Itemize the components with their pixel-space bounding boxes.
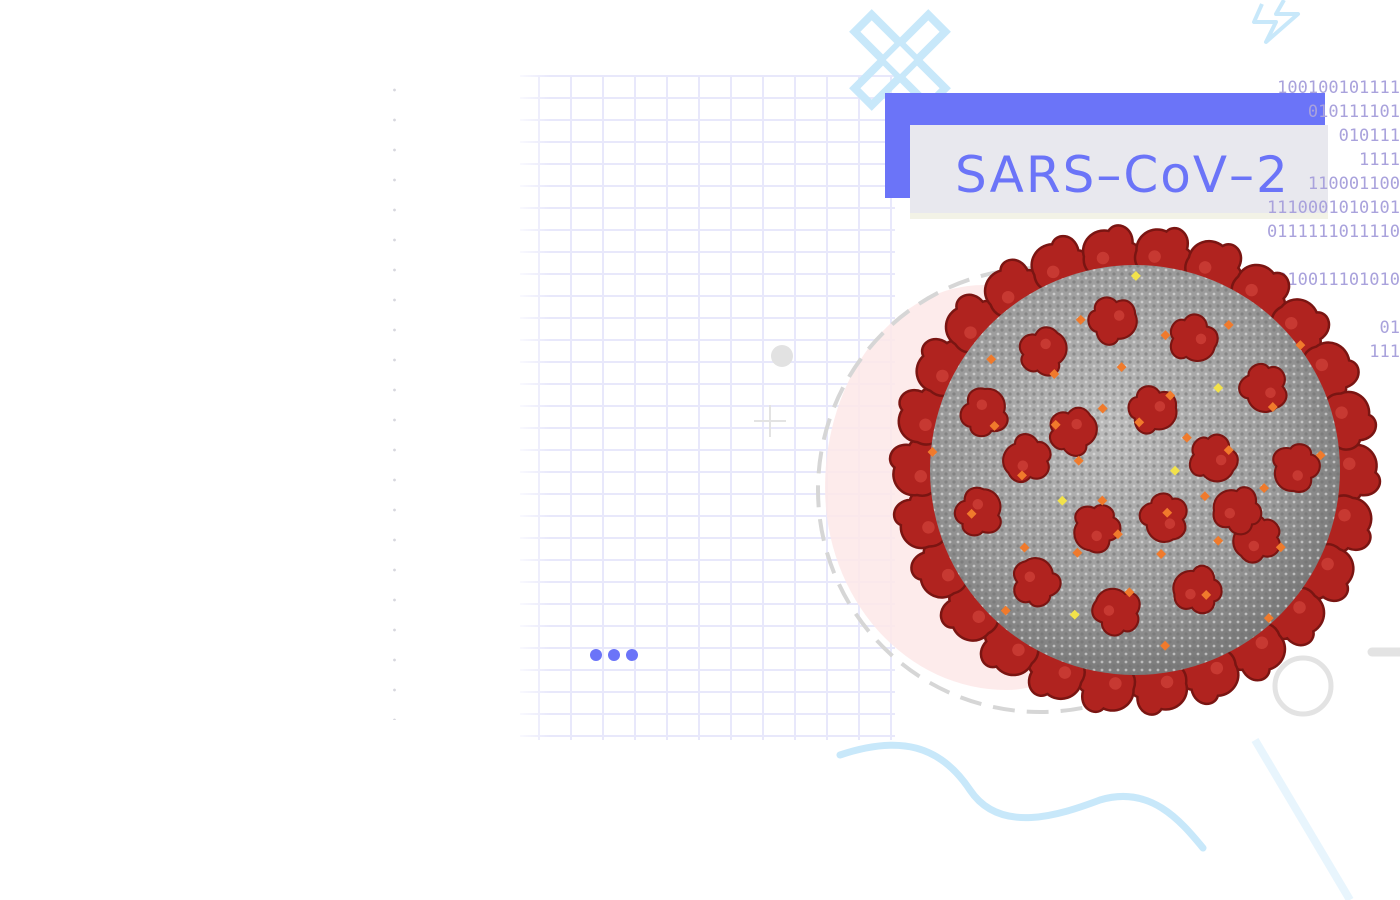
spike-protein — [1169, 313, 1219, 362]
spike-protein — [1238, 362, 1288, 413]
stud — [1097, 403, 1108, 414]
stud — [1213, 382, 1224, 393]
binary-line: 100100101111 — [1277, 78, 1400, 98]
stud — [1160, 640, 1171, 651]
grid-fade — [510, 70, 550, 750]
diagonal-line — [1251, 737, 1354, 900]
stud — [1124, 587, 1135, 598]
binary-line: 0111111011110 — [1266, 222, 1400, 242]
spike-protein — [1138, 492, 1188, 543]
wave-line — [836, 741, 1207, 852]
stud-group — [927, 270, 1326, 651]
stud — [1000, 605, 1011, 616]
gray-dot — [771, 345, 793, 367]
stud — [989, 420, 1000, 431]
binary-line: 1111 — [1266, 150, 1400, 170]
stud — [1112, 529, 1123, 540]
stud — [1267, 402, 1278, 412]
stud — [986, 354, 997, 365]
stud — [1315, 450, 1326, 461]
more-dots-icon — [590, 649, 638, 661]
stud — [1199, 491, 1210, 502]
spike-protein — [1188, 433, 1239, 483]
stud — [1019, 542, 1030, 553]
stud — [1097, 495, 1108, 506]
stud — [1116, 362, 1127, 373]
stud — [1049, 369, 1060, 379]
binary-line: 110001100 — [1266, 174, 1400, 194]
binary-line: 010111101 — [1266, 102, 1400, 122]
spike-protein — [953, 486, 1002, 537]
plus-icon — [754, 405, 786, 437]
grid-background — [520, 75, 895, 740]
stud — [1263, 613, 1274, 624]
stud — [927, 447, 938, 457]
stud — [1075, 314, 1086, 325]
stud — [1165, 390, 1176, 401]
binary-line: 010111 — [1266, 126, 1400, 146]
page-title: SARS–CoV–2 — [955, 146, 1290, 204]
spike-protein — [1091, 587, 1141, 637]
binary-line: 01 — [1277, 318, 1400, 338]
spike-protein — [1172, 564, 1223, 615]
stud — [1073, 455, 1084, 466]
spike-protein — [1272, 443, 1321, 493]
stud — [1160, 330, 1171, 341]
stud — [1069, 609, 1080, 620]
dot — [626, 649, 638, 661]
spike-protein — [1018, 326, 1068, 377]
stud — [1223, 445, 1234, 456]
binary-line: 1110001010101 — [1266, 198, 1400, 218]
ring-shape — [1272, 655, 1334, 717]
stud — [1295, 340, 1306, 351]
dot — [590, 649, 602, 661]
spike-protein — [1002, 433, 1052, 484]
spike-protein — [1212, 486, 1263, 536]
binary-line: 0010011101010 — [1266, 270, 1400, 290]
spike-protein — [1048, 406, 1098, 457]
stud — [1259, 483, 1270, 494]
dotted-guide — [393, 75, 396, 720]
stud — [1134, 417, 1145, 428]
stud — [1050, 419, 1061, 430]
dot — [608, 649, 620, 661]
stud — [1181, 432, 1192, 443]
stud — [1213, 535, 1224, 546]
stud — [1170, 465, 1180, 476]
stud — [1201, 589, 1212, 600]
stud — [1017, 470, 1027, 481]
stud — [1057, 495, 1068, 506]
stud — [1072, 547, 1083, 558]
stud — [1223, 319, 1234, 330]
stud — [1162, 507, 1173, 518]
spike-protein — [1087, 296, 1138, 346]
spike-protein — [1073, 504, 1122, 554]
spike-protein — [1013, 557, 1062, 608]
stud — [1275, 542, 1286, 553]
binary-text: 100100101111 010111101 010111 1111 11000… — [1240, 76, 1400, 396]
binary-line: 111 — [1369, 342, 1400, 362]
title-card — [910, 125, 1328, 219]
lightning-icon — [1252, 0, 1300, 44]
stud — [1130, 270, 1141, 281]
stud — [1156, 549, 1167, 559]
